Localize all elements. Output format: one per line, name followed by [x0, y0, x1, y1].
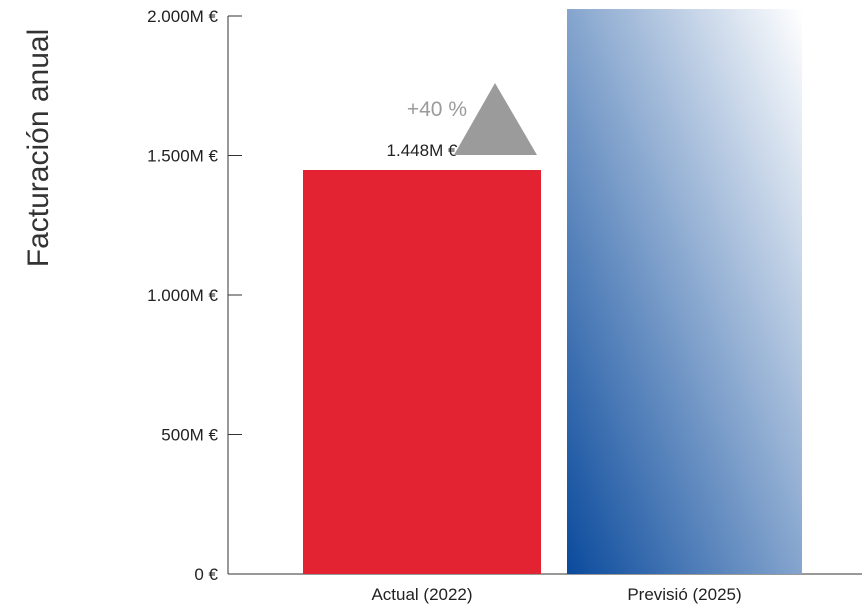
x-category-label: Actual (2022) [371, 585, 472, 604]
x-axis-categories: Actual (2022) Previsió (2025) [371, 585, 741, 604]
bar-actual-2022 [303, 170, 541, 574]
data-labels: 1.448M €2.025M € [387, 141, 458, 160]
growth-annotation: +40 % [407, 83, 537, 155]
bar-forecast-2025 [567, 9, 802, 574]
y-tick-label: 1.000M € [147, 286, 218, 305]
bar-value-label: 1.448M € [387, 141, 458, 160]
growth-percentage-label: +40 % [407, 98, 467, 121]
y-tick-label: 500M € [161, 426, 218, 445]
y-tick-label: 0 € [194, 565, 218, 584]
y-tick-label: 1.500M € [147, 147, 218, 166]
y-axis-ticks: 0 € 500M € 1.000M € 1.500M € 2.000M € [147, 7, 242, 584]
y-axis-title: Facturación anual [22, 29, 55, 267]
x-category-label: Previsió (2025) [627, 585, 741, 604]
y-tick-label: 2.000M € [147, 7, 218, 26]
bars [303, 9, 802, 574]
up-triangle-icon [454, 83, 537, 155]
